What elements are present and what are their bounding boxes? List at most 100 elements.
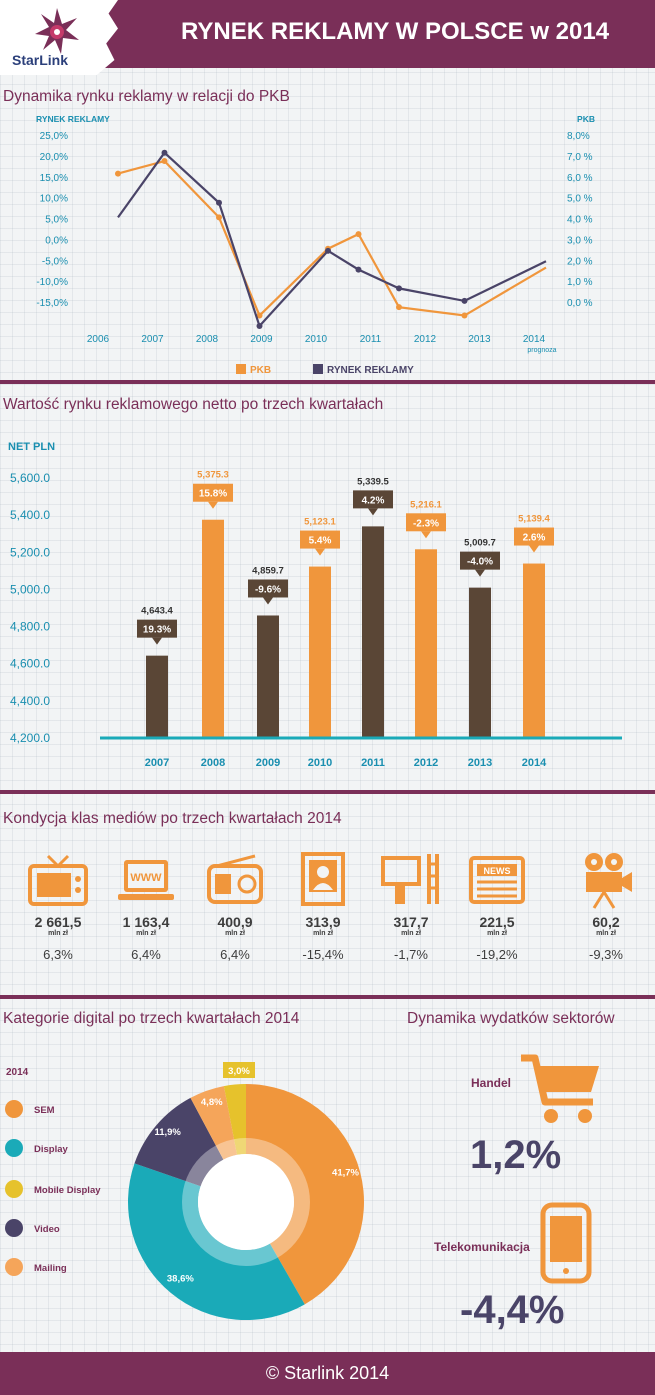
x-tick-label: 2014 bbox=[523, 334, 546, 345]
bar-y-tick-label: 5,400.0 bbox=[10, 508, 50, 522]
bar-y-tick-label: 5,200.0 bbox=[10, 545, 50, 559]
separator bbox=[0, 790, 655, 794]
pkb-point bbox=[355, 231, 362, 238]
growth-tag-pointer bbox=[208, 501, 218, 509]
growth-tag bbox=[248, 579, 288, 598]
bar-x-tick-label: 2010 bbox=[308, 757, 332, 769]
growth-label: 5.4% bbox=[309, 536, 332, 547]
media-unit: mln zł bbox=[225, 930, 245, 937]
donut-legend-swatch bbox=[5, 1100, 23, 1118]
media-item-cinema-camera: 60,2 mln zł -9,3% bbox=[561, 850, 651, 962]
donut-slice-sem bbox=[246, 1084, 365, 1305]
donut-legend-label: Mailing bbox=[34, 1263, 67, 1274]
growth-tag-pointer bbox=[315, 548, 325, 556]
bar-x-tick-label: 2009 bbox=[256, 757, 280, 769]
bar-2013 bbox=[469, 587, 491, 738]
right-tick-label: 7,0 % bbox=[567, 152, 593, 163]
donut-legend-label: Video bbox=[34, 1224, 60, 1235]
media-change: 6,4% bbox=[220, 947, 250, 962]
donut-legend-swatch bbox=[5, 1219, 23, 1237]
media-change: -19,2% bbox=[476, 947, 518, 962]
x-tick-label: 2006 bbox=[87, 334, 110, 345]
right-axis-label: PKB bbox=[577, 114, 595, 124]
donut-legend-swatch bbox=[5, 1258, 23, 1276]
donut-chart: 2014 SEM Display Mobile Display Video Mailing… bbox=[5, 1062, 365, 1320]
media-item-magazine: 313,9 mln zł -15,4% bbox=[278, 850, 368, 962]
pkb-point bbox=[256, 312, 263, 319]
growth-tag bbox=[353, 490, 393, 509]
growth-label: 15.8% bbox=[199, 489, 227, 500]
smartphone-icon bbox=[540, 1202, 592, 1284]
left-axis-label: RYNEK REKLAMY bbox=[36, 114, 110, 124]
media-change: 6,4% bbox=[131, 947, 161, 962]
bar-x-tick-label: 2007 bbox=[145, 757, 169, 769]
value-label: 5,339.5 bbox=[357, 476, 389, 487]
legend-label-pkb: PKB bbox=[250, 365, 271, 376]
right-tick-label: 1,0 % bbox=[567, 277, 593, 288]
media-item-newspaper: NEWS 221,5 mln zł -19,2% bbox=[452, 850, 542, 962]
donut-slice-display bbox=[128, 1163, 305, 1320]
line-chart: RYNEK REKLAMY PKB 25,0% 20,0% 15,0% 10,0% 5,0%… bbox=[36, 114, 595, 376]
right-tick-label: 5,0 % bbox=[567, 194, 593, 205]
left-tick-label: -5,0% bbox=[42, 256, 68, 267]
pkb-point bbox=[461, 312, 468, 319]
cinema-camera-icon bbox=[576, 850, 636, 910]
rynek-reklamy-point bbox=[461, 297, 468, 304]
right-tick-label: 4,0 % bbox=[567, 215, 593, 226]
svg-text:NEWS: NEWS bbox=[484, 866, 511, 876]
donut-section-title: Kategorie digital po trzech kwartałach 2… bbox=[3, 1010, 300, 1027]
rynek-reklamy-point bbox=[216, 199, 222, 206]
logo-box: StarLink bbox=[0, 0, 118, 75]
media-value: 400,9 bbox=[217, 914, 253, 930]
value-label: 5,375.3 bbox=[197, 470, 229, 481]
left-tick-label: -10,0% bbox=[36, 277, 68, 288]
growth-tag bbox=[460, 551, 500, 570]
media-unit: mln zł bbox=[136, 930, 156, 937]
x-tick-label: 2012 bbox=[414, 334, 437, 345]
right-tick-label: 6,0 % bbox=[567, 173, 593, 184]
bar-y-tick-label: 5,000.0 bbox=[10, 582, 50, 596]
bar-2012 bbox=[415, 549, 437, 738]
newspaper-icon: NEWS bbox=[467, 850, 527, 910]
bar-y-tick-label: 4,800.0 bbox=[10, 620, 50, 634]
media-unit: mln zł bbox=[313, 930, 333, 937]
growth-tag-pointer bbox=[475, 569, 485, 577]
left-tick-label: 0,0% bbox=[45, 235, 68, 246]
growth-tag-pointer bbox=[368, 508, 378, 516]
legend-swatch-rynek bbox=[313, 364, 323, 374]
media-value: 221,5 bbox=[479, 914, 515, 930]
right-tick-label: 3,0 % bbox=[567, 235, 593, 246]
pkb-point bbox=[216, 214, 222, 221]
media-item-billboard: 317,7 mln zł -1,7% bbox=[366, 850, 456, 962]
value-label: 4,859.7 bbox=[252, 565, 284, 576]
legend-label-rynek: RYNEK REKLAMY bbox=[327, 365, 414, 376]
left-tick-label: 25,0% bbox=[40, 131, 68, 142]
pkb-point bbox=[396, 304, 402, 311]
x-tick-label: 2008 bbox=[196, 334, 219, 345]
value-label: 5,139.4 bbox=[518, 514, 550, 525]
left-tick-label: 20,0% bbox=[40, 152, 68, 163]
laptop-www-icon: WWW bbox=[116, 850, 176, 910]
media-unit: mln zł bbox=[596, 930, 616, 937]
footer: © Starlink 2014 bbox=[0, 1352, 655, 1395]
x-note-label: prognoza bbox=[527, 347, 556, 354]
pkb-point bbox=[161, 158, 168, 165]
left-tick-label: 15,0% bbox=[40, 173, 68, 184]
legend-swatch-pkb bbox=[236, 364, 246, 374]
growth-tag bbox=[193, 483, 233, 502]
media-value: 317,7 bbox=[393, 914, 429, 930]
bar-x-tick-label: 2012 bbox=[414, 757, 438, 769]
rynek-reklamy-point bbox=[396, 285, 402, 292]
right-tick-label: 2,0 % bbox=[567, 256, 593, 267]
media-unit: mln zł bbox=[487, 930, 507, 937]
growth-tag-pointer bbox=[421, 531, 431, 539]
media-change: 6,3% bbox=[43, 947, 73, 962]
bar-chart-title: Wartość rynku reklamowego netto po trzec… bbox=[3, 396, 384, 413]
media-item-tv: 2 661,5 mln zł 6,3% bbox=[13, 850, 103, 962]
donut-slice-mailing bbox=[190, 1086, 238, 1160]
growth-tag bbox=[137, 619, 177, 638]
growth-tag bbox=[514, 527, 554, 546]
bar-x-tick-label: 2008 bbox=[201, 757, 225, 769]
bar-y-axis-label: NET PLN bbox=[8, 441, 55, 453]
media-section-title: Kondycja klas mediów po trzech kwartałac… bbox=[3, 810, 342, 827]
